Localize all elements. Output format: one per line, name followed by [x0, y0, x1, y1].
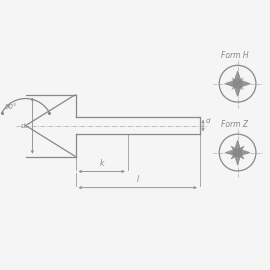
Text: Form H: Form H — [221, 52, 248, 60]
Polygon shape — [232, 78, 239, 85]
Text: 90°: 90° — [5, 104, 17, 110]
Polygon shape — [225, 140, 250, 165]
Polygon shape — [236, 82, 244, 90]
Text: d: d — [205, 118, 210, 124]
Text: k: k — [99, 159, 104, 168]
Text: l: l — [137, 176, 139, 184]
Polygon shape — [225, 71, 251, 97]
Text: d₁: d₁ — [20, 123, 28, 129]
Polygon shape — [232, 82, 239, 90]
Polygon shape — [231, 146, 244, 159]
Polygon shape — [236, 78, 244, 85]
Text: Form Z: Form Z — [221, 120, 248, 129]
